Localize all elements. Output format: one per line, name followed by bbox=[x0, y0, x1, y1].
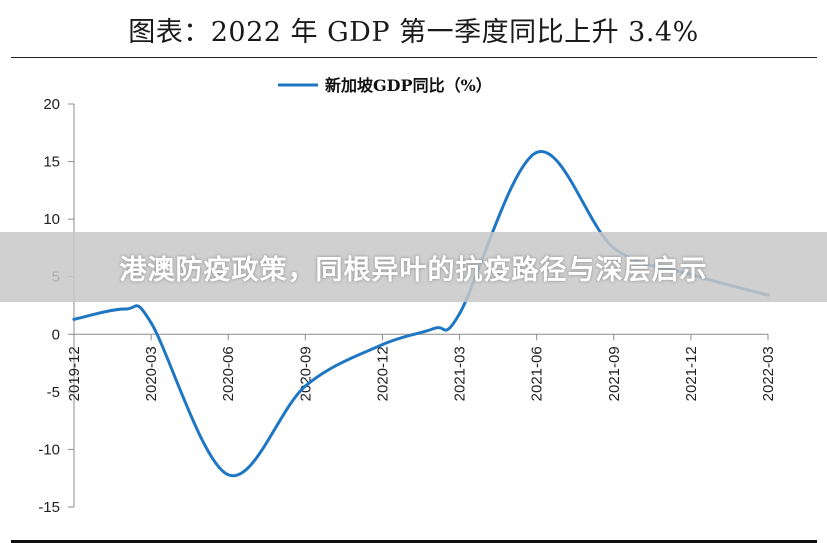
data-point bbox=[535, 150, 539, 154]
y-tick-label: 0 bbox=[52, 326, 60, 343]
y-tick-label: 20 bbox=[43, 96, 60, 113]
overlay-banner-text: 港澳防疫政策，同根异叶的抗疫路径与深层启示 bbox=[119, 254, 708, 286]
x-tick-label: 2021-12 bbox=[683, 346, 700, 401]
data-point bbox=[303, 384, 307, 388]
overlay-banner: 港澳防疫政策，同根异叶的抗疫路径与深层启示 bbox=[0, 232, 827, 302]
chart-marks bbox=[72, 150, 770, 478]
y-tick-label: -15 bbox=[38, 499, 60, 516]
chart-legend: 新加坡GDP同比（%） bbox=[278, 76, 492, 95]
x-tick-label: 2020-06 bbox=[220, 346, 237, 401]
chart-axes: 20151050-5-10-152019-122020-032020-06202… bbox=[38, 96, 777, 516]
data-point bbox=[432, 327, 436, 331]
series-line bbox=[72, 150, 770, 478]
x-tick-label: 2021-09 bbox=[606, 346, 623, 401]
x-tick-label: 2020-03 bbox=[143, 346, 160, 401]
data-point bbox=[72, 317, 76, 321]
y-tick-label: 10 bbox=[43, 211, 60, 228]
data-point bbox=[458, 312, 462, 316]
y-tick-label: 15 bbox=[43, 154, 60, 171]
data-point bbox=[226, 473, 230, 477]
chart-title: 图表：2022 年 GDP 第一季度同比上升 3.4% bbox=[128, 17, 699, 48]
x-tick-label: 2022-03 bbox=[760, 346, 777, 401]
data-point bbox=[380, 343, 384, 347]
y-tick-label: -10 bbox=[38, 441, 60, 458]
data-point bbox=[123, 307, 127, 311]
legend-label: 新加坡GDP同比（%） bbox=[325, 76, 492, 95]
x-tick-label: 2019-12 bbox=[66, 346, 83, 401]
x-tick-label: 2020-12 bbox=[374, 346, 391, 401]
x-tick-label: 2021-06 bbox=[529, 346, 546, 401]
y-tick-label: -5 bbox=[47, 384, 60, 401]
x-tick-label: 2021-03 bbox=[452, 346, 469, 401]
data-point bbox=[149, 321, 153, 325]
